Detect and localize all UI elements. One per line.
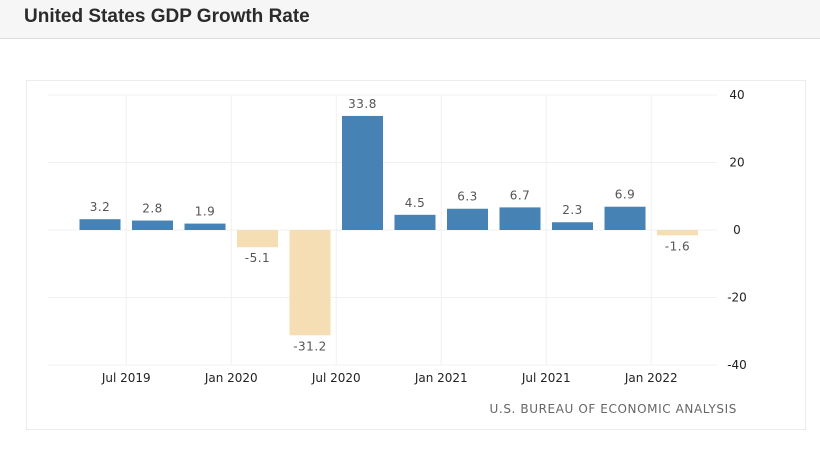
bar-q3-2021[interactable] [552, 222, 593, 230]
data-label: 6.3 [457, 190, 478, 204]
data-label: -5.1 [245, 251, 270, 265]
data-label: 3.2 [90, 200, 111, 214]
bar-q2-2019[interactable] [79, 219, 121, 230]
data-label: 4.5 [405, 196, 426, 210]
page-header: United States GDP Growth Rate [0, 0, 820, 39]
y-tick-label: -40 [727, 358, 747, 372]
data-label: 1.9 [195, 205, 216, 219]
bar-q1-2020[interactable] [237, 230, 278, 248]
bar-q1-2022[interactable] [657, 230, 698, 236]
bar-q3-2020[interactable] [342, 115, 383, 230]
data-label: 33.8 [348, 97, 377, 111]
y-tick-label: -20 [727, 291, 747, 305]
x-tick-label: Jul 2021 [521, 371, 571, 385]
data-label: 2.3 [562, 203, 583, 217]
data-label: 2.8 [142, 202, 163, 216]
data-label: 6.7 [510, 188, 531, 202]
y-tick-label: 20 [729, 156, 744, 170]
bar-q1-2021[interactable] [447, 208, 488, 230]
y-axis-ticks: 40 20 0 -20 -40 [727, 88, 747, 372]
chart-panel [26, 80, 806, 430]
data-label: -31.2 [293, 339, 327, 353]
x-axis-ticks: Jul 2019 Jan 2020 Jul 2020 Jan 2021 Jul 2021… [101, 371, 678, 385]
bar-q4-2021[interactable] [604, 206, 646, 230]
bar-q2-2020[interactable] [289, 230, 331, 336]
bar-q2-2021[interactable] [499, 207, 541, 230]
x-tick-label: Jul 2020 [311, 371, 361, 385]
data-label: 6.9 [615, 188, 636, 202]
bar-q4-2019[interactable] [184, 223, 226, 230]
data-label: -1.6 [665, 239, 690, 253]
bar-layer [79, 115, 698, 336]
data-label-layer: 3.2 2.8 1.9 -5.1 -31.2 33.8 4.5 6.3 6.7 2.3 6.9 -1.… [90, 97, 690, 353]
page-title: United States GDP Growth Rate [24, 6, 310, 27]
x-tick-label: Jan 2022 [624, 371, 678, 385]
x-tick-label: Jan 2020 [204, 371, 258, 385]
grid-layer [48, 94, 717, 366]
bar-q3-2019[interactable] [132, 220, 173, 230]
x-tick-label: Jul 2019 [101, 371, 151, 385]
source-label: U.S. BUREAU OF ECONOMIC ANALYSIS [490, 402, 737, 416]
bar-q4-2020[interactable] [394, 214, 436, 230]
y-tick-label: 0 [733, 223, 741, 237]
x-tick-label: Jan 2021 [414, 371, 468, 385]
y-tick-label: 40 [729, 88, 744, 102]
